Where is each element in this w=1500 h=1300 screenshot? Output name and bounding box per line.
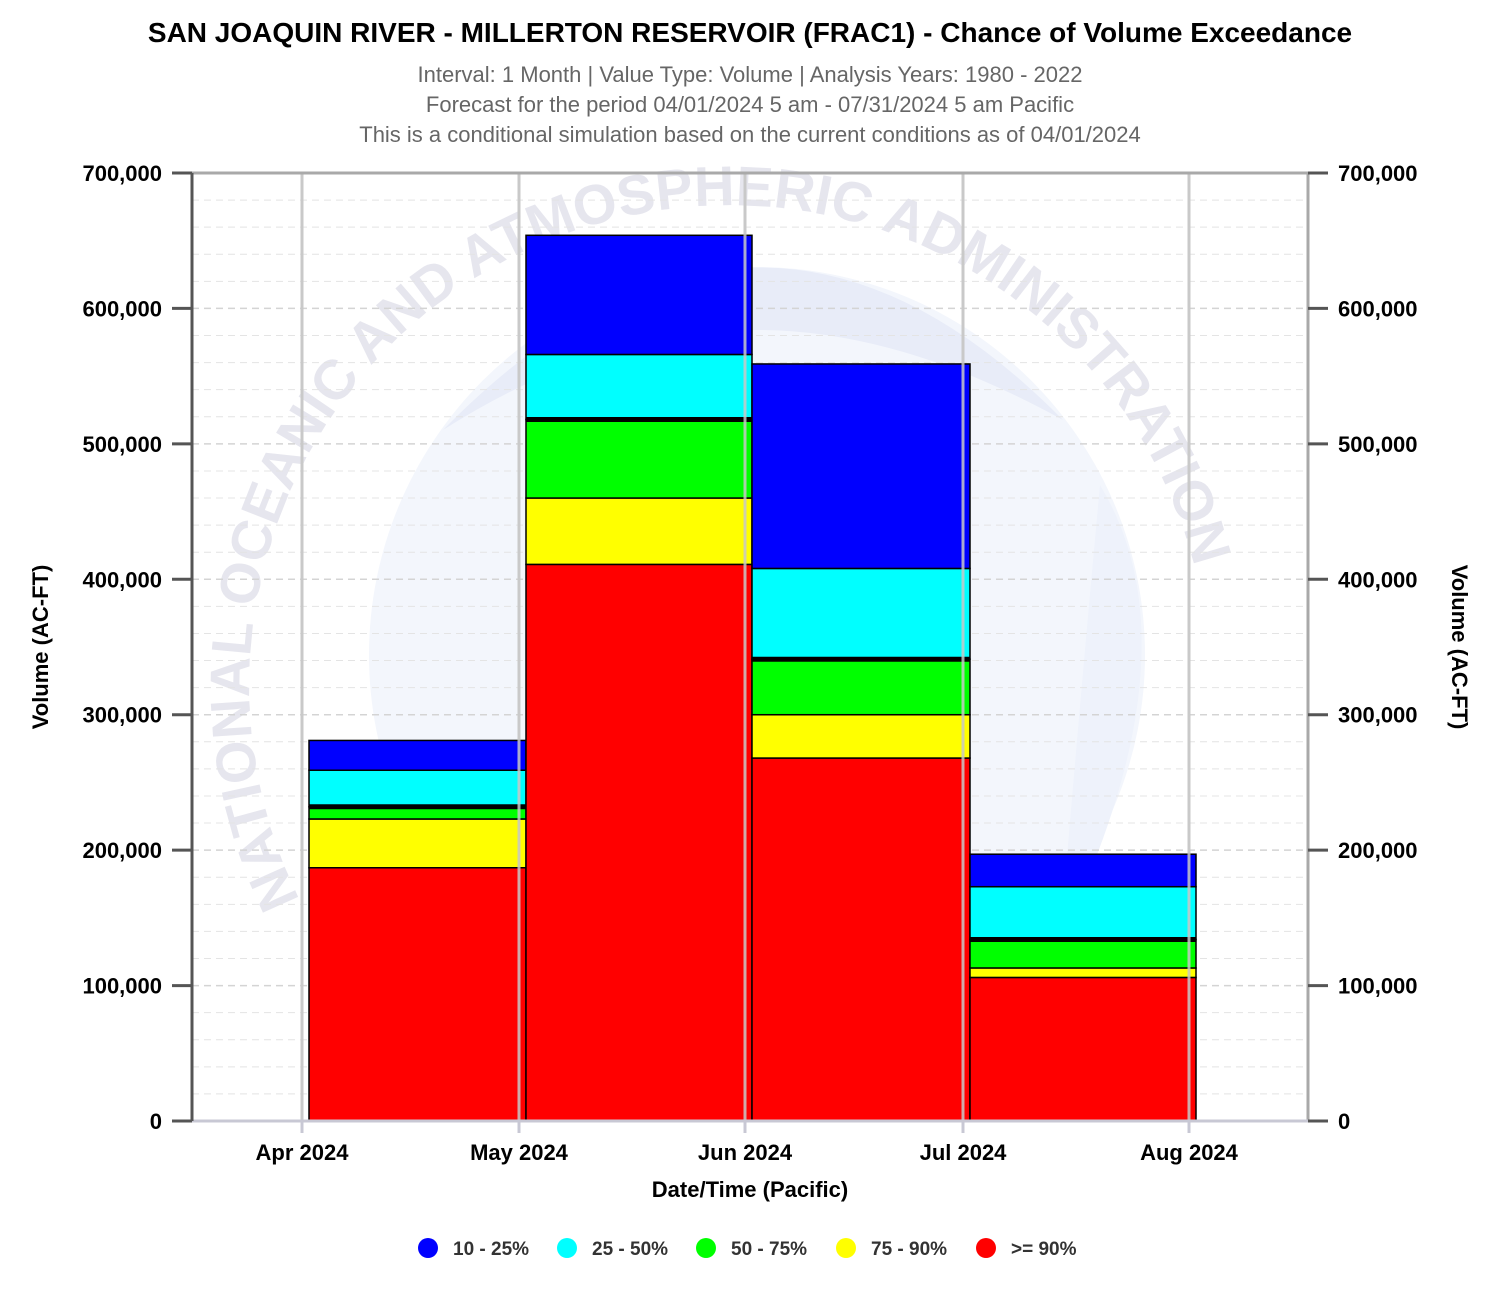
y-tick-label-right: 500,000 (1338, 432, 1418, 457)
x-tick-label: Jul 2024 (920, 1140, 1008, 1165)
y-tick-label-right: 700,000 (1338, 161, 1418, 186)
y-tick-label-left: 500,000 (82, 432, 162, 457)
y-axis-left: 0 100,000 200,000 300,000 400,000 500,000 600,… (82, 161, 192, 1134)
bar-segment (969, 853, 1197, 888)
legend-label: 50 - 75% (731, 1239, 807, 1260)
x-tick-label: Aug 2024 (1140, 1140, 1239, 1165)
y-tick-label-left: 300,000 (82, 703, 162, 728)
y-axis-right: 0 100,000 200,000 300,000 400,000 500,000 600,… (1308, 161, 1418, 1134)
bar-segment (751, 567, 971, 660)
x-tick-label: May 2024 (470, 1140, 569, 1165)
y-tick-label-right: 200,000 (1338, 838, 1418, 863)
legend-marker (836, 1238, 856, 1258)
bar-segment (969, 967, 1197, 979)
chart-subtitle-conditions: This is a conditional simulation based o… (359, 122, 1140, 147)
bar-segment (969, 976, 1197, 1122)
bar-segment (969, 938, 1197, 969)
bars-group (300, 173, 1197, 1122)
chart-subtitle-interval: Interval: 1 Month | Value Type: Volume |… (418, 62, 1083, 87)
bar-segment (525, 234, 753, 356)
bar-segment (751, 713, 971, 759)
bar-segment (525, 497, 753, 566)
y-axis-title-right: Volume (AC-FT) (1447, 565, 1472, 730)
bar-segment (751, 658, 971, 716)
y-tick-label-right: 0 (1338, 1109, 1350, 1134)
bar-segment (308, 866, 527, 1122)
legend-marker (557, 1238, 577, 1258)
y-tick-label-right: 100,000 (1338, 974, 1418, 999)
y-tick-label-left: 0 (150, 1109, 162, 1134)
x-axis-title: Date/Time (Pacific) (652, 1177, 848, 1202)
bar-segment (525, 353, 753, 421)
y-tick-label-left: 200,000 (82, 838, 162, 863)
y-tick-label-left: 700,000 (82, 161, 162, 186)
y-tick-label-right: 600,000 (1338, 296, 1418, 321)
bar-segment (525, 563, 753, 1122)
legend-marker (696, 1238, 716, 1258)
bar-segment (751, 757, 971, 1122)
x-tick-label: Apr 2024 (256, 1140, 350, 1165)
legend-marker (418, 1238, 438, 1258)
y-tick-label-left: 600,000 (82, 296, 162, 321)
bar-segment (308, 739, 527, 771)
y-tick-label-left: 400,000 (82, 567, 162, 592)
legend-label: 75 - 90% (871, 1239, 947, 1260)
y-tick-label-right: 300,000 (1338, 703, 1418, 728)
bar-segment (308, 818, 527, 869)
legend-label: >= 90% (1011, 1239, 1077, 1260)
bar-segment (308, 769, 527, 808)
y-tick-label-left: 100,000 (82, 974, 162, 999)
legend-label: 25 - 50% (592, 1239, 668, 1260)
bar-segment (751, 363, 971, 570)
x-tick-label: Jun 2024 (698, 1140, 793, 1165)
x-axis: Apr 2024 May 2024 Jun 2024 Jul 2024 Aug 2024 (256, 1121, 1239, 1165)
bar-segment (969, 885, 1197, 941)
chart-title: SAN JOAQUIN RIVER - MILLERTON RESERVOIR … (148, 17, 1352, 48)
plot-frame (190, 171, 1310, 1123)
watermark-gull-wing (443, 267, 1063, 430)
legend-marker (976, 1238, 996, 1258)
y-tick-label-right: 400,000 (1338, 567, 1418, 592)
watermark-gull-tail (1060, 485, 1142, 940)
chart-subtitle-period: Forecast for the period 04/01/2024 5 am … (426, 92, 1074, 117)
bar-segment (525, 418, 753, 499)
legend-label: 10 - 25% (453, 1239, 529, 1260)
y-axis-title-left: Volume (AC-FT) (28, 565, 53, 730)
legend: 10 - 25% 25 - 50% 50 - 75% 75 - 90% >= 90% (418, 1238, 1077, 1260)
